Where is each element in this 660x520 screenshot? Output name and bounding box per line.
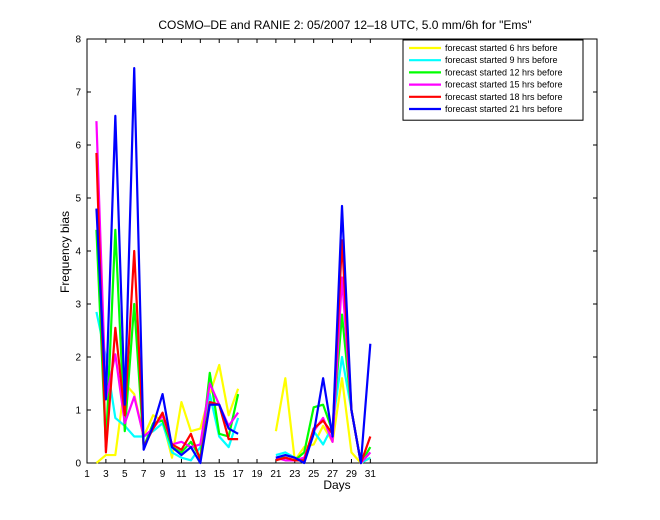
- x-tick-label: 17: [233, 469, 245, 480]
- x-tick-label: 5: [122, 469, 128, 480]
- y-tick-label: 0: [75, 459, 81, 470]
- x-tick-label: 29: [346, 469, 358, 480]
- legend-label: forecast started 21 hrs before: [445, 104, 563, 114]
- legend-label: forecast started 6 hrs before: [445, 43, 558, 53]
- y-tick-label: 3: [75, 300, 81, 311]
- chart-title: COSMO–DE and RANIE 2: 05/2007 12–18 UTC,…: [158, 18, 531, 32]
- legend-label: forecast started 18 hrs before: [445, 92, 563, 102]
- y-tick-label: 4: [75, 247, 81, 258]
- legend-label: forecast started 12 hrs before: [445, 67, 563, 77]
- x-tick-label: 23: [289, 469, 301, 480]
- x-tick-label: 13: [195, 469, 207, 480]
- y-tick-label: 7: [75, 88, 81, 99]
- x-axis-title: Days: [323, 478, 350, 492]
- y-axis-title: Frequency bias: [58, 211, 72, 293]
- legend-label: forecast started 9 hrs before: [445, 55, 558, 65]
- legend-label: forecast started 15 hrs before: [445, 80, 563, 90]
- legend-box: [402, 39, 584, 121]
- x-tick-label: 11: [176, 469, 187, 480]
- x-tick-label: 15: [214, 469, 226, 480]
- y-tick-label: 5: [75, 194, 81, 205]
- series-layer: [95, 67, 372, 465]
- y-tick-label: 6: [75, 141, 81, 152]
- y-tick-label: 2: [75, 353, 81, 364]
- x-tick-label: 25: [308, 469, 320, 480]
- y-tick-label: 8: [75, 35, 81, 46]
- x-axis: 1 3 5 7 9 11 13 15 17 19 21 23 25 27 29 31: [84, 39, 376, 480]
- x-tick-label: 21: [270, 469, 282, 480]
- x-tick-label: 3: [103, 469, 109, 480]
- legend: forecast started 6 hrs before forecast st…: [402, 39, 584, 121]
- x-tick-label: 7: [141, 469, 147, 480]
- x-tick-label: 31: [365, 469, 377, 480]
- x-tick-label: 9: [160, 469, 166, 480]
- y-axis: 0 1 2 3 4 5 6 7 8: [75, 35, 597, 470]
- x-tick-label: 1: [84, 469, 90, 480]
- x-tick-label: 19: [251, 469, 263, 480]
- y-tick-label: 1: [75, 406, 81, 417]
- series-line-6: [95, 67, 372, 465]
- x-tick-label: 27: [327, 469, 339, 480]
